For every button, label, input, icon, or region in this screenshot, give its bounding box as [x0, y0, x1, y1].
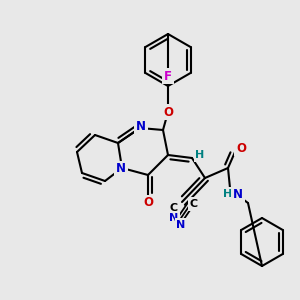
Text: N: N — [169, 213, 178, 223]
Text: N: N — [176, 220, 186, 230]
Text: O: O — [236, 142, 246, 154]
Text: N: N — [233, 188, 243, 200]
Text: O: O — [143, 196, 153, 209]
Text: N: N — [116, 163, 126, 176]
Text: O: O — [163, 106, 173, 118]
Text: H: H — [224, 189, 232, 199]
Text: H: H — [195, 150, 205, 160]
Text: C: C — [170, 203, 178, 213]
Text: F: F — [164, 70, 172, 83]
Text: C: C — [190, 199, 198, 209]
Text: N: N — [136, 119, 146, 133]
